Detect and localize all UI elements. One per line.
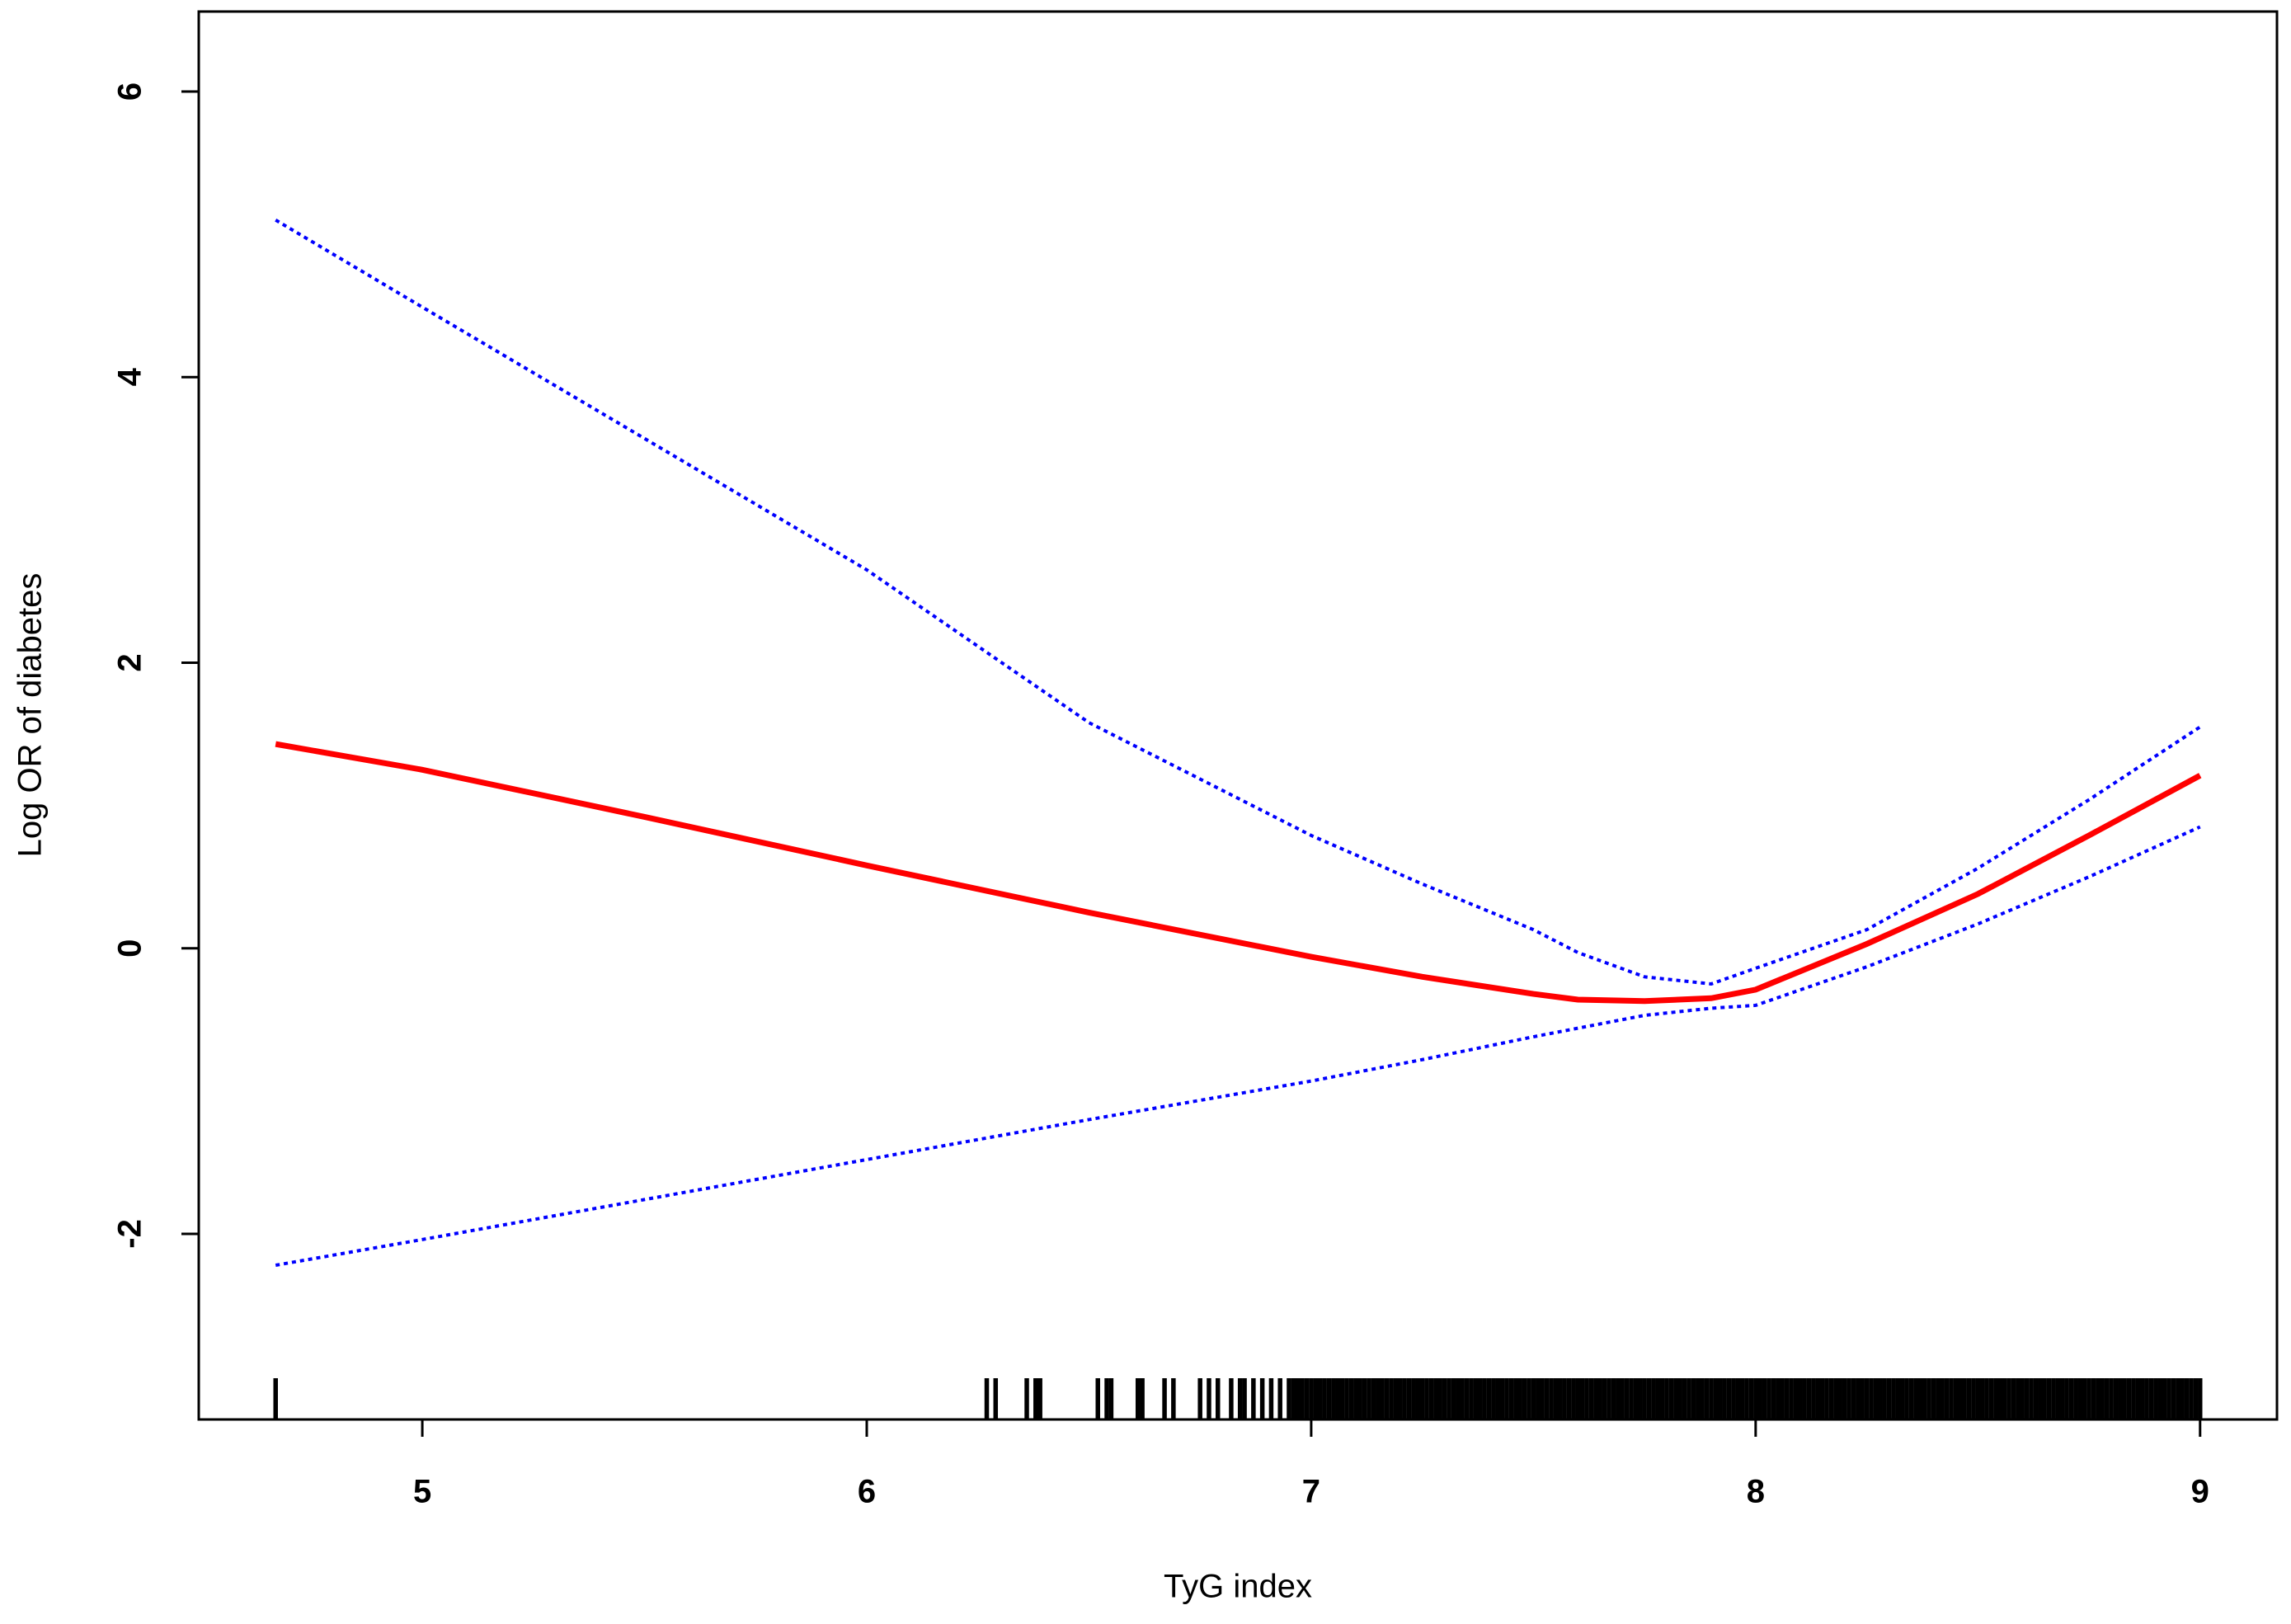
x-axis-title: TyG index (1164, 1569, 1312, 1605)
y-tick-label: 0 (112, 939, 148, 958)
x-tick-label: 6 (858, 1474, 876, 1510)
y-axis-title: Log OR of diabetes (12, 573, 49, 858)
y-tick-label: 4 (112, 367, 148, 386)
x-tick-label: 7 (1302, 1474, 1320, 1510)
x-tick-label: 8 (1747, 1474, 1765, 1510)
line-series (275, 825, 2201, 1267)
y-tick-label: -2 (112, 1219, 148, 1249)
y-tick-label: 6 (112, 82, 148, 101)
x-tick-label: 5 (413, 1474, 431, 1510)
line-series (275, 741, 2202, 1005)
line-series (275, 219, 2201, 986)
x-tick-label: 9 (2191, 1474, 2209, 1510)
y-tick-label: 2 (112, 653, 148, 671)
plot-frame (197, 10, 2279, 1421)
